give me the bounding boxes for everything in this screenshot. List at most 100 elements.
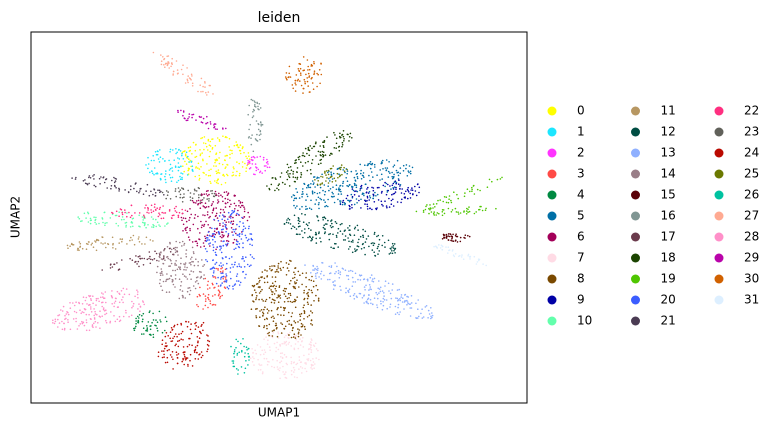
point [337,272,340,275]
point [161,350,163,352]
point [170,259,172,262]
point [95,223,98,225]
point [294,273,296,276]
point [396,289,399,291]
point [425,305,428,307]
point [101,315,103,318]
point [297,156,300,159]
point [251,256,254,258]
point [130,204,133,207]
point [81,247,84,250]
point [376,207,378,209]
point [173,325,175,328]
point [322,154,325,157]
point [245,256,247,259]
point [156,327,158,330]
point [337,168,339,170]
point [114,248,117,250]
point [58,322,61,324]
point [104,313,106,316]
point [294,267,297,269]
point [147,156,149,159]
point [391,193,393,196]
point [378,292,380,294]
point [232,241,235,244]
point [280,306,282,309]
point [321,183,323,185]
point [222,264,224,266]
point [300,312,303,315]
point [341,203,344,206]
point [306,292,308,295]
point [182,357,184,360]
legend-marker [547,316,557,326]
point [103,310,106,312]
point [385,205,388,207]
point [344,203,346,206]
point [467,255,469,257]
point [459,236,462,239]
point [300,173,303,176]
point [138,214,140,217]
point [138,236,140,238]
point [168,247,171,250]
point [334,221,337,223]
point [324,172,326,174]
point [143,333,145,335]
point [218,192,220,195]
point [160,285,162,288]
point [118,268,121,271]
point [351,285,354,288]
point [260,364,263,366]
point [167,191,169,193]
point [411,166,414,169]
point [275,290,277,292]
point [100,292,103,294]
point [52,322,54,324]
point [141,314,143,317]
point [297,333,300,335]
point [146,327,149,329]
point [171,328,174,331]
point [105,312,108,315]
point [152,155,154,157]
point [232,174,235,176]
point [103,297,105,300]
point [314,203,317,205]
point [154,203,156,206]
point [258,134,261,136]
point [354,272,357,275]
point [310,239,312,242]
point [454,207,457,210]
point [292,170,295,173]
point [101,236,103,238]
point [67,321,69,324]
point [324,190,327,193]
point [283,336,286,339]
point [266,308,269,311]
point [164,248,166,250]
point [250,308,253,311]
point [235,247,237,250]
point [213,165,215,167]
point [199,207,202,209]
point [224,155,226,157]
point [138,303,140,305]
point [287,173,289,175]
point [290,169,293,171]
point [307,65,310,68]
point [368,195,371,197]
point [102,308,105,311]
point [163,249,165,252]
point [184,297,187,299]
point [54,320,57,323]
point [302,56,305,58]
point [341,144,344,146]
point [233,352,235,355]
point [171,340,174,342]
point [220,262,222,264]
point [181,212,184,215]
point [184,355,186,358]
point [227,287,230,290]
point [135,260,137,263]
